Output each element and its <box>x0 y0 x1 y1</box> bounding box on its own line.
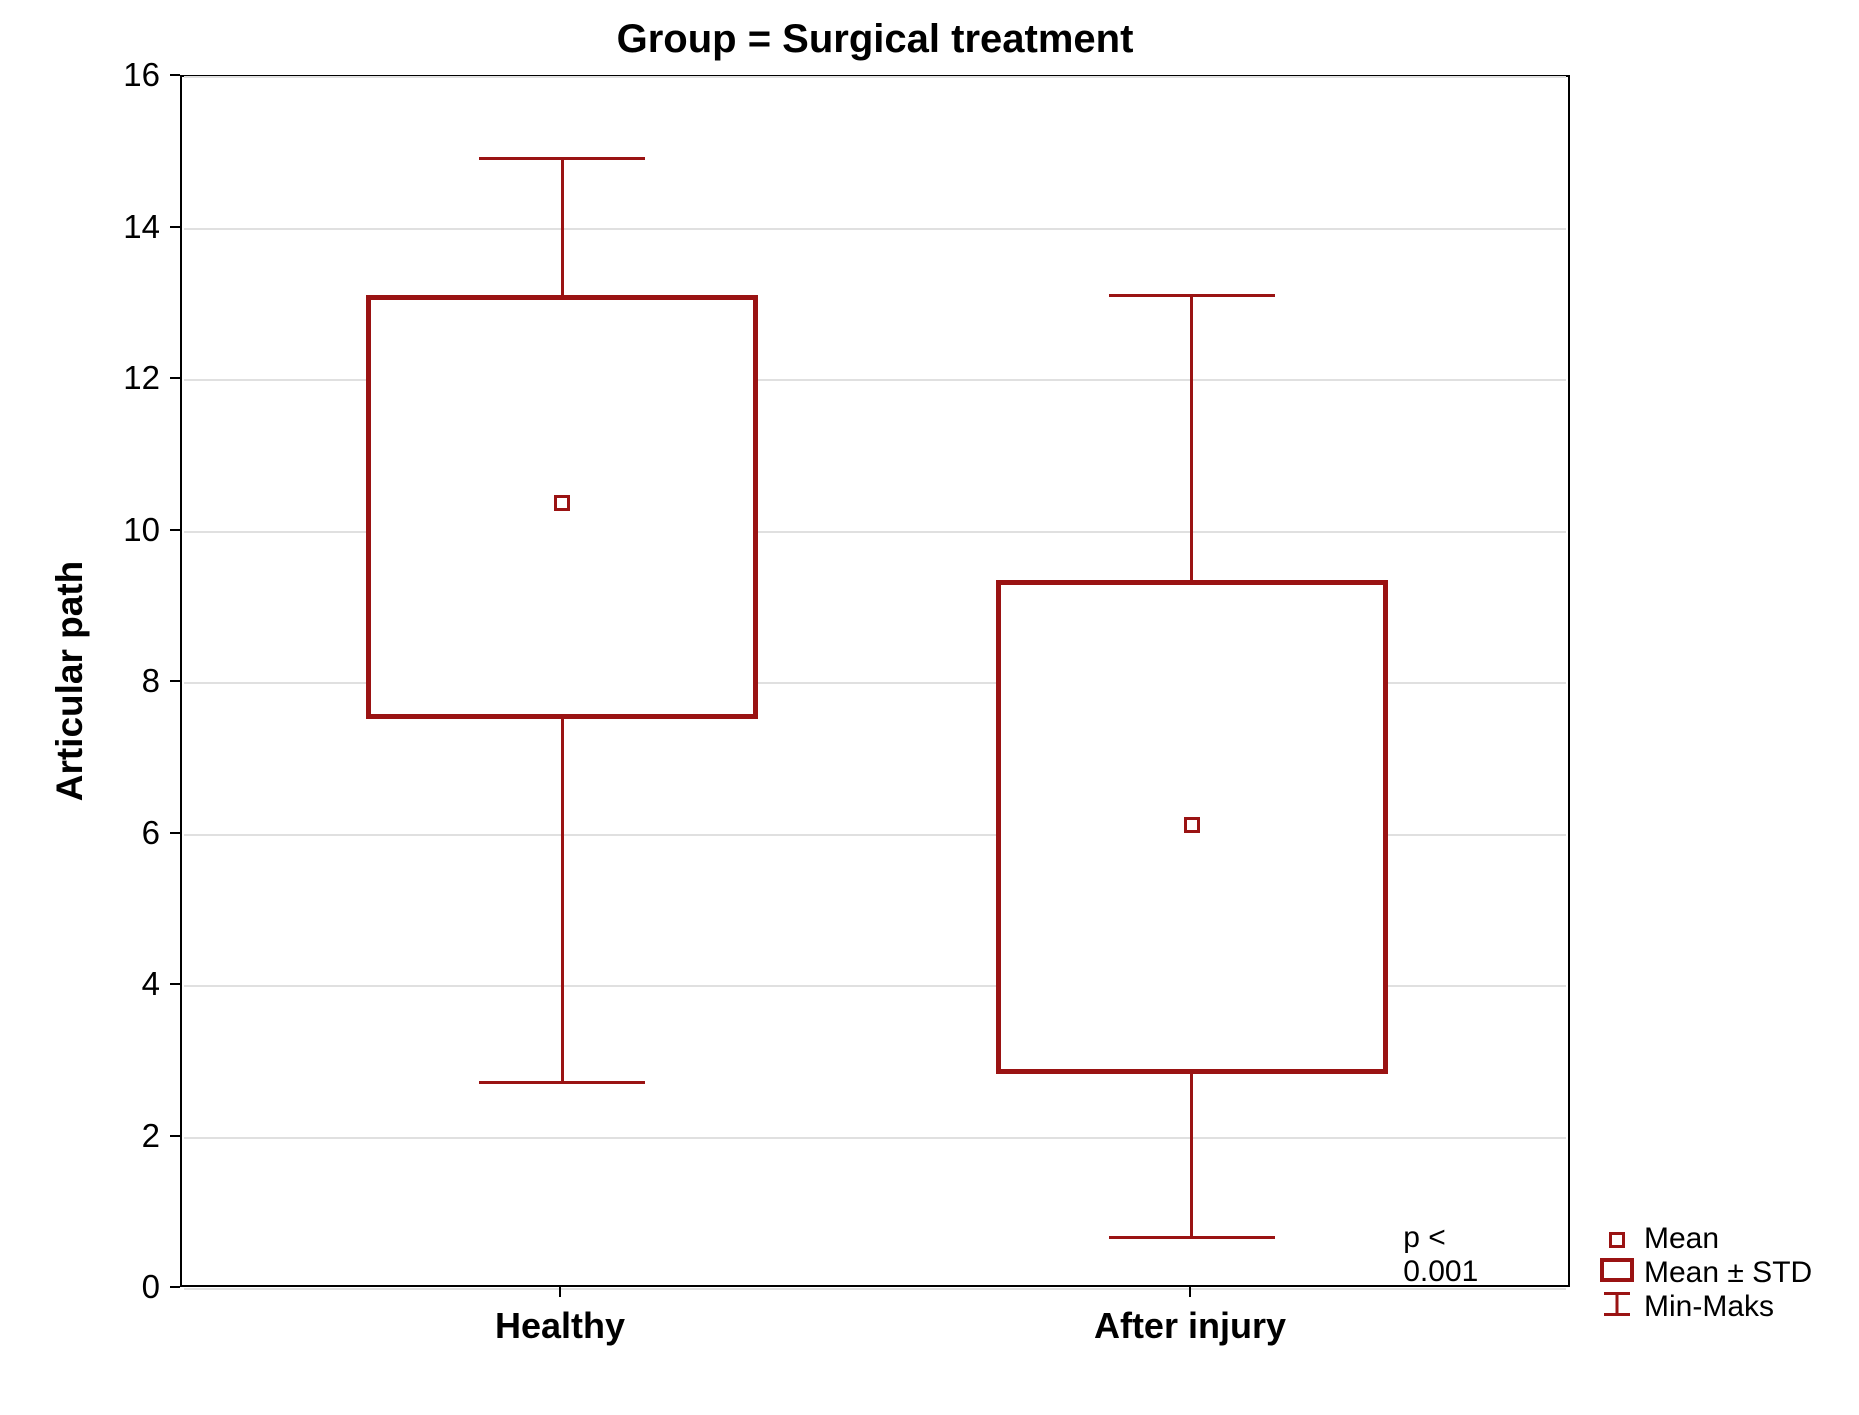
mean-marker <box>554 495 570 511</box>
legend: MeanMean ± STDMin-Maks <box>1600 1222 1812 1324</box>
legend-item: Mean <box>1600 1222 1812 1256</box>
y-tick <box>170 680 180 682</box>
whisker-cap <box>479 157 646 160</box>
plot-container: Articular path p < 0.001 0246810121416He… <box>180 75 1570 1287</box>
legend-item: Mean ± STD <box>1600 1256 1812 1290</box>
whisker-cap <box>479 1081 646 1084</box>
y-tick <box>170 529 180 531</box>
y-tick <box>170 377 180 379</box>
y-tick-label: 0 <box>142 1268 160 1306</box>
x-tick-label: Healthy <box>495 1305 625 1347</box>
y-tick-label: 14 <box>123 208 160 246</box>
y-tick-label: 8 <box>142 662 160 700</box>
y-axis-label: Articular path <box>49 561 91 802</box>
whisker-icon <box>1600 1290 1634 1324</box>
y-tick-label: 2 <box>142 1117 160 1155</box>
y-tick-label: 6 <box>142 814 160 852</box>
y-tick <box>170 74 180 76</box>
gridline <box>184 1137 1566 1139</box>
whisker-cap <box>1109 294 1276 297</box>
y-tick-label: 10 <box>123 511 160 549</box>
legend-label: Min-Maks <box>1644 1290 1774 1324</box>
mean-marker <box>1184 817 1200 833</box>
pvalue-annotation: p < 0.001 <box>1403 1221 1514 1289</box>
box-icon <box>1600 1256 1634 1290</box>
legend-label: Mean ± STD <box>1644 1256 1812 1290</box>
y-tick <box>170 832 180 834</box>
chart-title: Group = Surgical treatment <box>0 17 1750 62</box>
y-tick <box>170 1135 180 1137</box>
gridline <box>184 228 1566 230</box>
legend-label: Mean <box>1644 1222 1719 1256</box>
y-tick <box>170 1286 180 1288</box>
chart-root: Group = Surgical treatment Articular pat… <box>0 0 1859 1415</box>
legend-item: Min-Maks <box>1600 1290 1812 1324</box>
mean-icon <box>1600 1222 1634 1256</box>
plot-area <box>180 75 1570 1287</box>
whisker-cap <box>1109 1236 1276 1239</box>
y-tick-label: 4 <box>142 965 160 1003</box>
x-tick <box>1189 1287 1191 1297</box>
gridline <box>184 1288 1566 1290</box>
x-tick-label: After injury <box>1094 1305 1286 1347</box>
y-tick-label: 12 <box>123 359 160 397</box>
gridline <box>184 76 1566 78</box>
y-tick <box>170 983 180 985</box>
y-tick-label: 16 <box>123 56 160 94</box>
x-tick <box>559 1287 561 1297</box>
y-tick <box>170 226 180 228</box>
